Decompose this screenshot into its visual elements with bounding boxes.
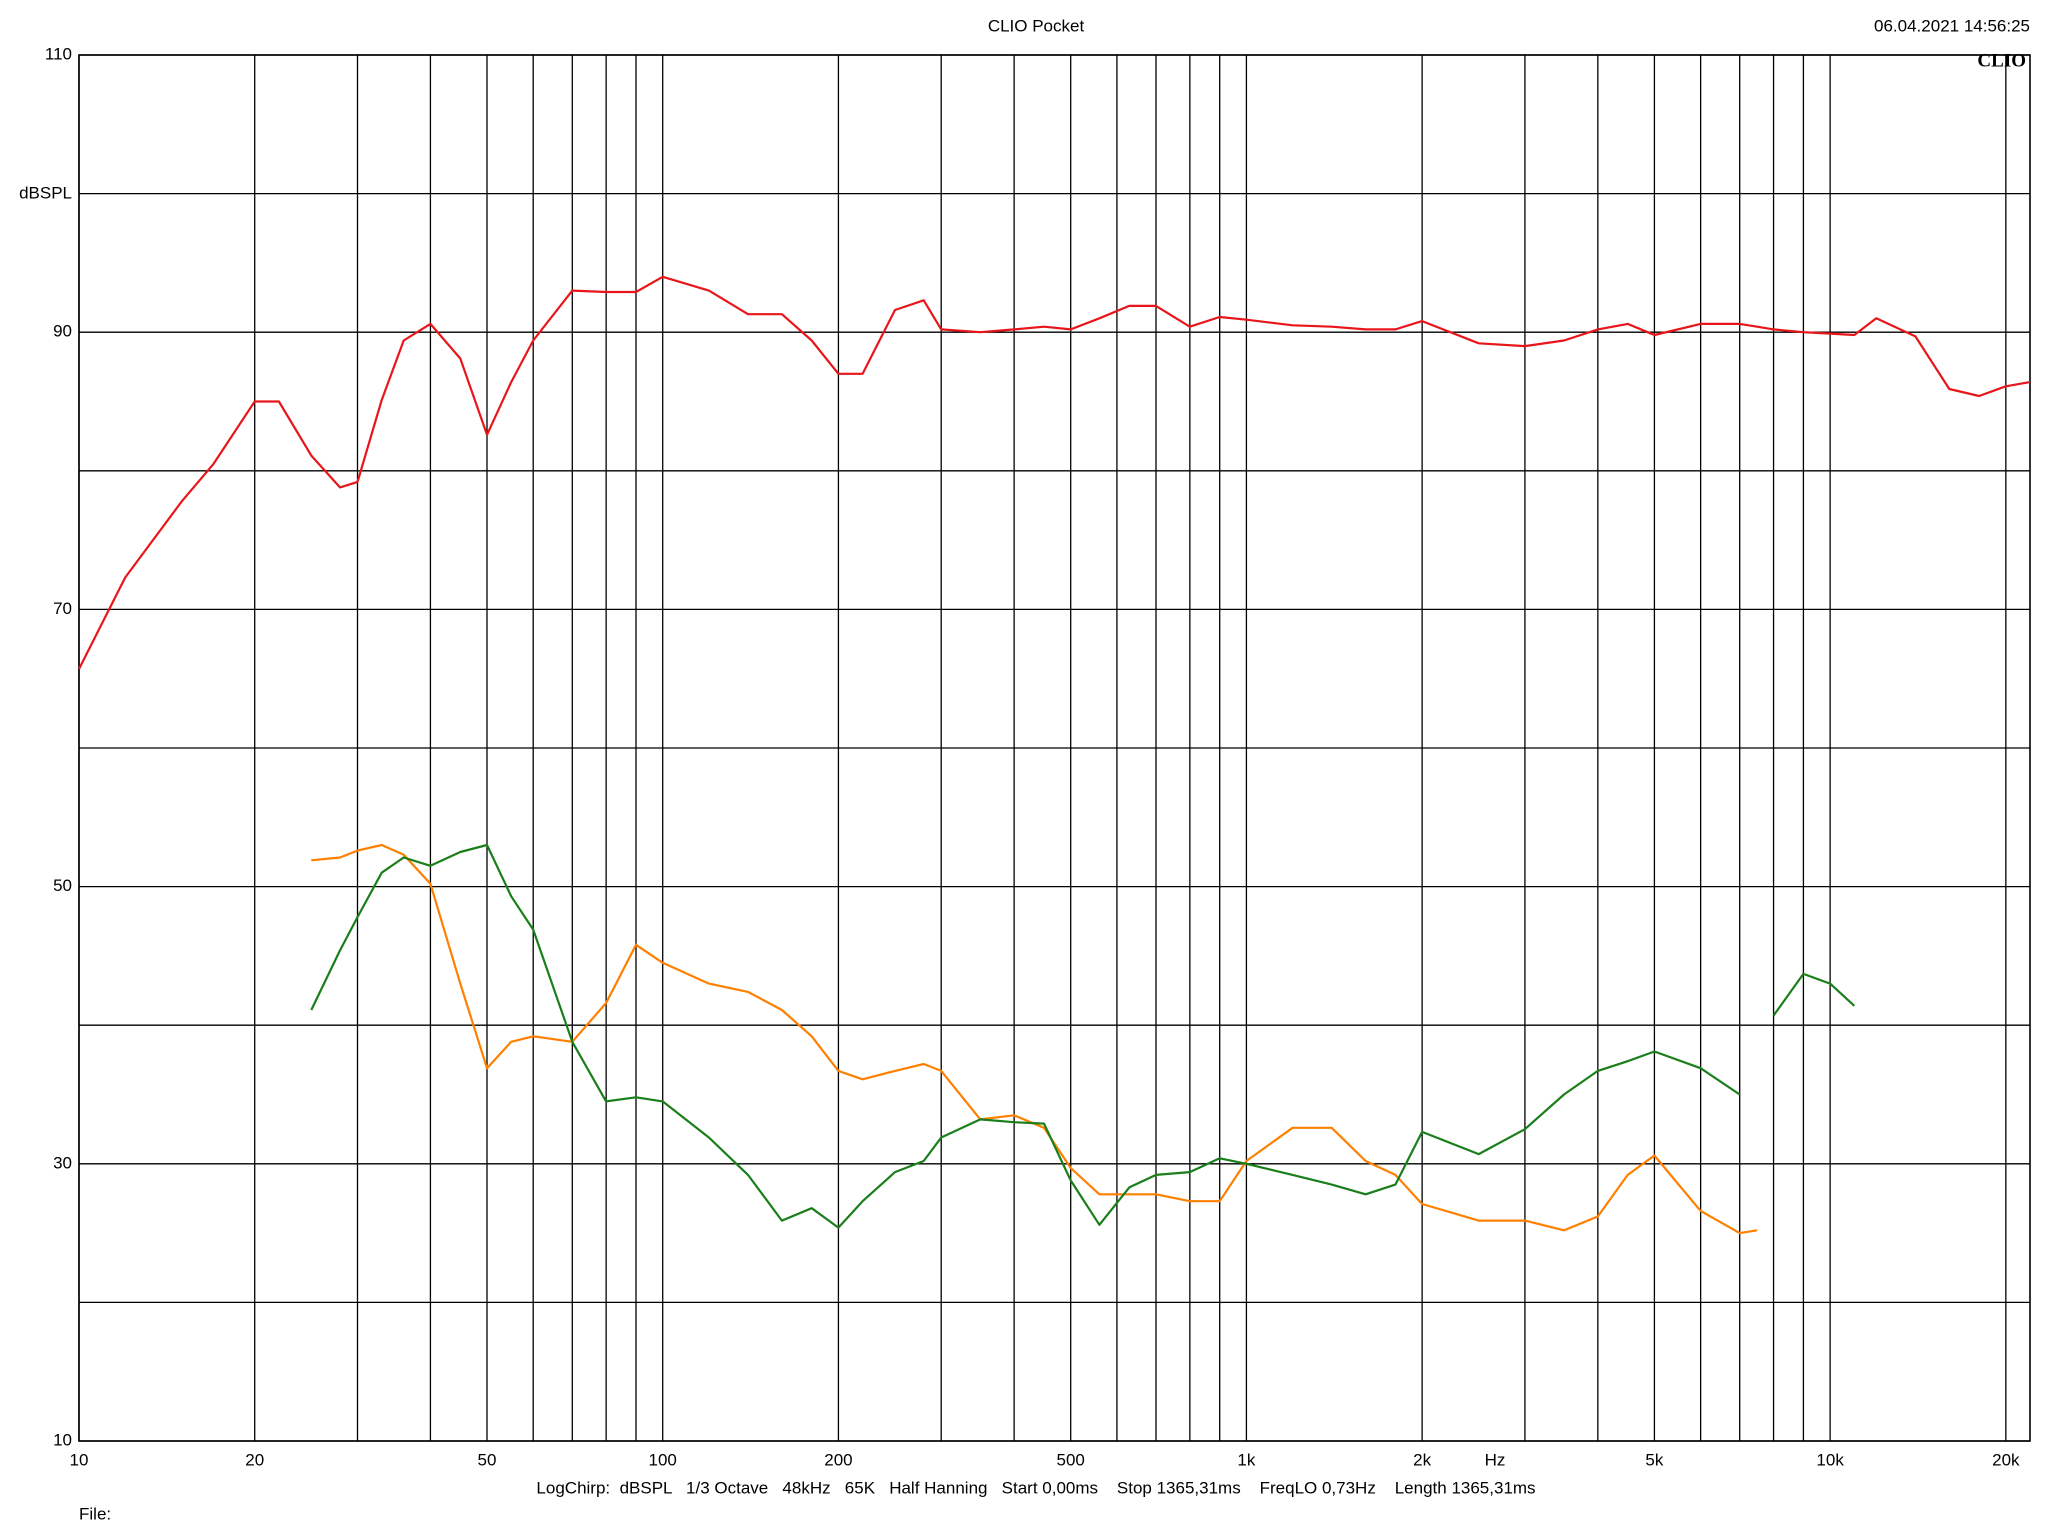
- x-tick-label: 20k: [1992, 1450, 2020, 1469]
- x-tick-label: 200: [824, 1450, 852, 1469]
- plot-frame: [78, 54, 2031, 1442]
- x-tick-label: 500: [1057, 1450, 1085, 1469]
- file-label: File:: [79, 1504, 111, 1523]
- y-tick-label: 90: [53, 322, 72, 341]
- series-line: [311, 843, 1758, 1235]
- x-tick-label: 50: [478, 1450, 497, 1469]
- x-tick-label: 20: [245, 1450, 264, 1469]
- x-tick-label: 1k: [1237, 1450, 1255, 1469]
- x-axis-label: Hz: [1485, 1450, 1506, 1469]
- x-tick-label: 10k: [1816, 1450, 1844, 1469]
- y-tick-label: 30: [53, 1153, 72, 1172]
- y-tick-label: 50: [53, 876, 72, 895]
- chart-title: CLIO Pocket: [988, 16, 1085, 35]
- x-tick-label: 100: [649, 1450, 677, 1469]
- logo: CLIO: [1977, 50, 2026, 71]
- x-tick-label: 2k: [1413, 1450, 1431, 1469]
- y-tick-label: 70: [53, 599, 72, 618]
- series-line: [78, 275, 2031, 670]
- timestamp: 06.04.2021 14:56:25: [1874, 16, 2030, 35]
- footer: LogChirp: dBSPL 1/3 Octave 48kHz 65K Hal…: [536, 1478, 1535, 1497]
- x-tick-label: 10: [70, 1450, 89, 1469]
- y-tick-label: 110: [45, 44, 72, 63]
- series-line: [310, 843, 1856, 1229]
- y-tick-label: 10: [53, 1430, 72, 1449]
- y-axis-label: dBSPL: [19, 183, 72, 202]
- x-tick-label: 5k: [1645, 1450, 1663, 1469]
